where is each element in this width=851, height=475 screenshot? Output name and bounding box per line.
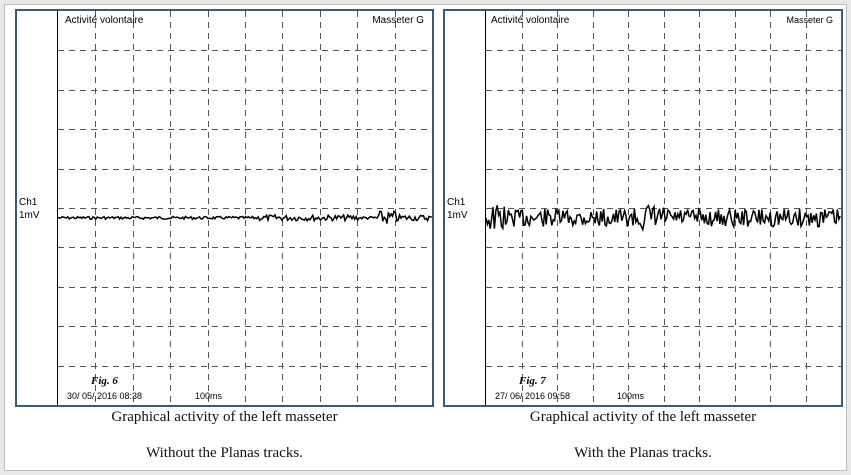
emg-panel-right: Ch1 1mV Activité volontaire Masseter G F…: [443, 9, 843, 407]
recording-date: 30/ 05/ 2016 08:38: [67, 391, 143, 401]
header-muscle: Masseter G: [372, 15, 424, 26]
emg-trace: [486, 203, 841, 233]
grid: [486, 11, 841, 405]
emg-plot: [58, 11, 432, 405]
figure-label: Fig. 6: [91, 375, 118, 387]
grid: [58, 11, 432, 405]
channel-name: Ch1: [447, 197, 466, 208]
header-muscle: Masseter G: [786, 15, 833, 25]
header-activity: Activité volontaire: [65, 15, 144, 26]
timebase-label: 100ms: [195, 391, 223, 401]
caption-right-line1: Graphical activity of the left masseter: [529, 409, 757, 425]
figure-label: Fig. 7: [519, 375, 546, 387]
header-activity: Activité volontaire: [491, 15, 570, 26]
recording-date: 27/ 06/ 2016 09:58: [495, 391, 571, 401]
channel-label: Ch1 1mV: [19, 196, 40, 222]
emg-trace-chart: [58, 11, 432, 405]
channel-scale: 1mV: [19, 210, 40, 221]
emg-panel-left: Ch1 1mV Activité volontaire Masseter G F…: [15, 9, 434, 407]
channel-name: Ch1: [19, 197, 38, 208]
channel-strip: Ch1 1mV: [445, 11, 486, 405]
emg-plot: [486, 11, 841, 405]
caption-right-line2: With the Planas tracks.: [574, 445, 712, 461]
emg-trace: [58, 209, 432, 224]
caption-left-line2: Without the Planas tracks.: [146, 445, 303, 461]
channel-label: Ch1 1mV: [447, 196, 468, 222]
emg-trace-chart: [486, 11, 841, 405]
channel-strip: Ch1 1mV: [17, 11, 58, 405]
figure-frame: Ch1 1mV Activité volontaire Masseter G F…: [4, 4, 847, 471]
channel-scale: 1mV: [447, 210, 468, 221]
caption-left-line1: Graphical activity of the left masseter: [111, 409, 338, 425]
timebase-label: 100ms: [617, 391, 645, 401]
